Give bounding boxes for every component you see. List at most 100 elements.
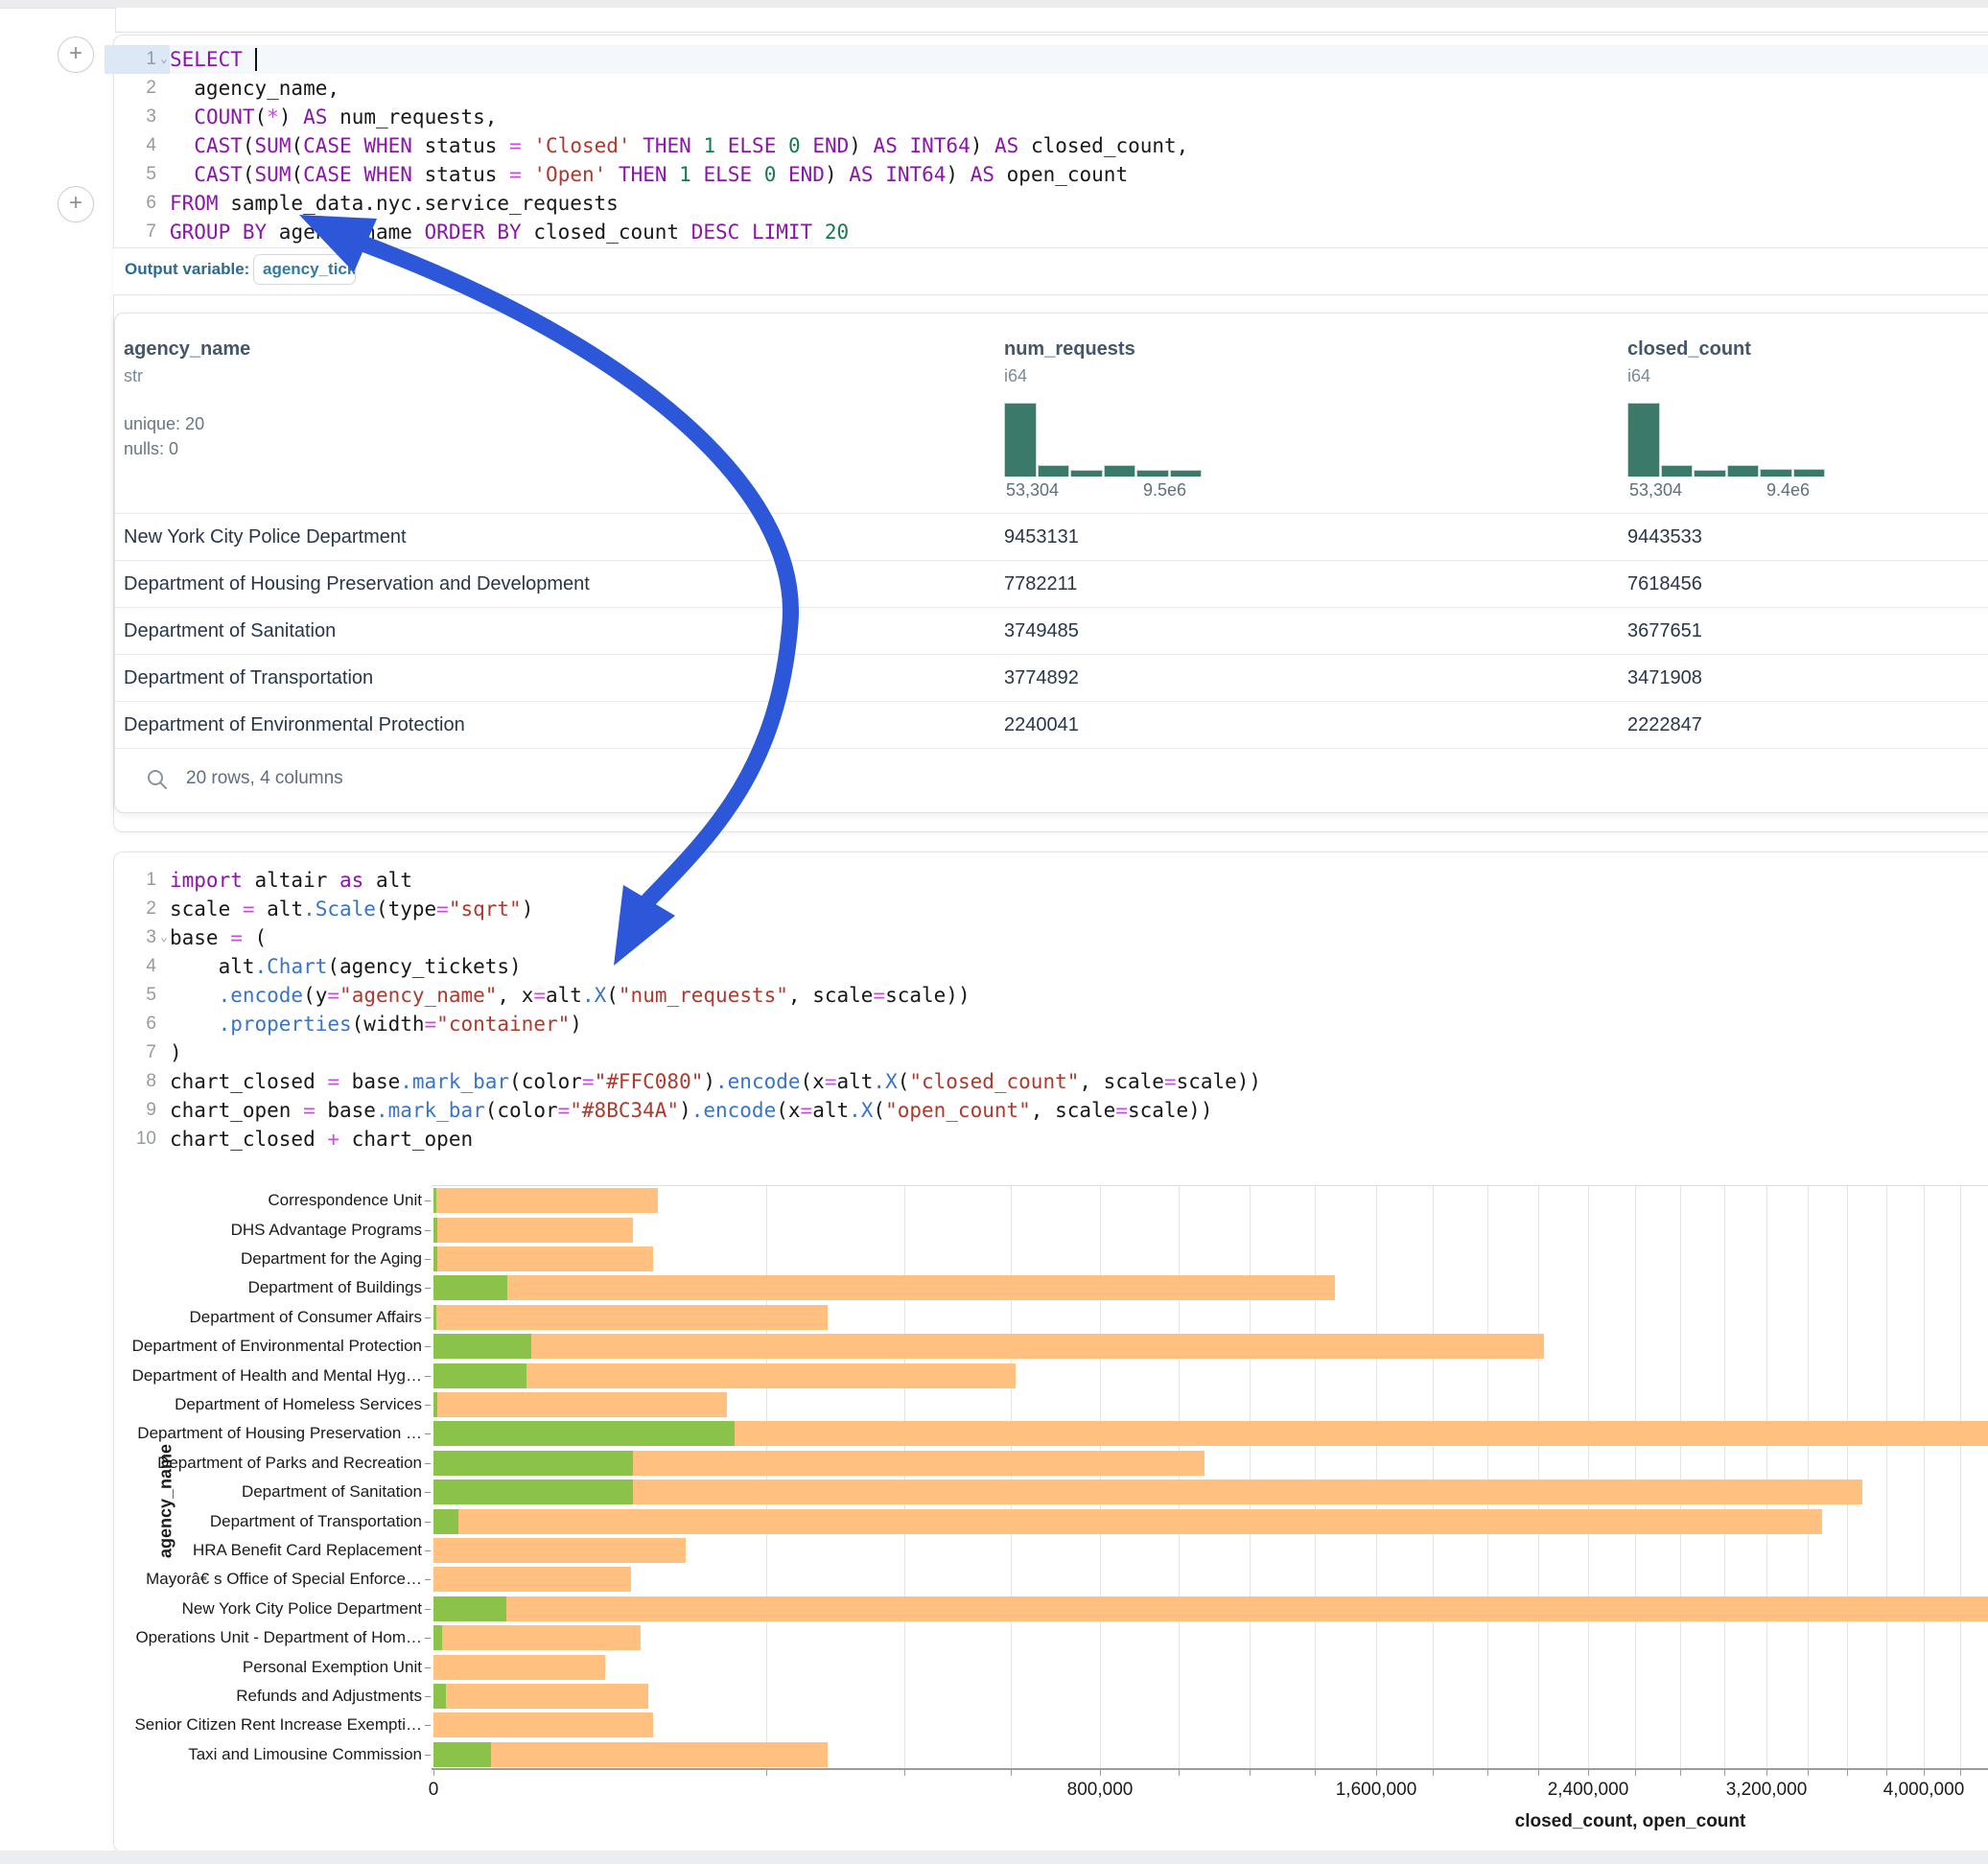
line-number: 6 xyxy=(146,1014,156,1034)
chart-x-axis-line xyxy=(432,1768,1988,1770)
code-line[interactable]: 7) xyxy=(114,1038,1988,1067)
bar-closed_count xyxy=(433,1742,829,1767)
column-type: str xyxy=(124,366,143,385)
line-number: 4 xyxy=(146,956,156,976)
output-variable-pill[interactable]: agency_tickets xyxy=(253,254,356,285)
bar-closed_count xyxy=(433,1684,648,1709)
search-icon[interactable] xyxy=(146,768,169,791)
fold-chevron-icon[interactable]: ⌄ xyxy=(160,52,168,66)
bar-closed_count xyxy=(433,1713,654,1737)
table-row[interactable]: Department of Environmental Protection 22… xyxy=(115,701,1988,749)
altair-bar-chart: Correspondence Unit DHS Advantage Program… xyxy=(0,1175,1988,1851)
column-header-closed_count[interactable]: closed_count i64 53,304 9.4e6 xyxy=(1627,314,1934,513)
row-count-label: 20 rows, 4 columns xyxy=(186,768,343,788)
table-row[interactable]: Department of Sanitation 3749485 3677651 xyxy=(115,607,1988,655)
line-number: 3 xyxy=(146,927,156,947)
code-line[interactable]: 1 import altair as alt xyxy=(114,866,1988,895)
x-tick-label: 4,000,000 xyxy=(1883,1780,1965,1800)
column-type: i64 xyxy=(1627,366,1651,385)
table-cell: 2222847 xyxy=(1627,714,1702,735)
code-text: import altair as alt xyxy=(170,869,412,892)
code-text: CAST(SUM(CASE WHEN status = 'Open' THEN … xyxy=(194,163,1129,186)
code-line[interactable]: 6 .properties(width="container") xyxy=(114,1010,1988,1038)
python-editor[interactable]: 1 import altair as alt 2 scale = alt.Scale(… xyxy=(114,866,1988,1153)
y-tick-label: Department of Consumer Affairs xyxy=(189,1308,422,1326)
output-variable-label: Output variable: xyxy=(125,260,250,278)
bar-open_count xyxy=(433,1218,437,1243)
y-tick-label: Operations Unit - Department of Hom… xyxy=(135,1628,422,1646)
code-text: CAST(SUM(CASE WHEN status = 'Closed' THE… xyxy=(194,134,1189,157)
dataframe-preview: agency_name str unique: 20 nulls: 0 num_requ… xyxy=(114,313,1988,813)
bar-open_count xyxy=(433,1334,531,1359)
code-line[interactable]: 9 chart_open = base.mark_bar(color="#8BC3… xyxy=(114,1096,1988,1125)
plot-top-border xyxy=(432,1185,1988,1186)
table-cell: Department of Housing Preservation and D… xyxy=(124,573,590,594)
code-line[interactable]: 5 CAST(SUM(CASE WHEN status = 'Open' THE… xyxy=(114,160,1988,189)
table-cell: 2240041 xyxy=(1004,714,1079,735)
add-cell-button-middle[interactable]: + xyxy=(58,186,94,222)
text-cursor xyxy=(254,48,257,71)
column-histogram xyxy=(1627,402,1825,477)
code-line[interactable]: 2 agency_name, xyxy=(114,74,1988,103)
code-line[interactable]: 10 chart_closed + chart_open xyxy=(114,1125,1988,1153)
code-line[interactable]: 6 FROM sample_data.nyc.service_requests xyxy=(114,189,1988,218)
line-number: 5 xyxy=(146,985,156,1005)
next-cell-edge xyxy=(0,1858,1988,1864)
code-line[interactable]: 7 GROUP BY agency_name ORDER BY closed_co… xyxy=(114,218,1988,246)
line-number: 5 xyxy=(146,164,156,184)
bar-open_count xyxy=(433,1247,437,1271)
y-tick-label: Department of Environmental Protection xyxy=(131,1337,422,1355)
code-text: base = ( xyxy=(170,926,268,949)
bar-open_count xyxy=(433,1596,507,1621)
table-row[interactable]: Department of Housing Preservation and D… xyxy=(115,560,1988,608)
column-header-agency_name[interactable]: agency_name str unique: 20 nulls: 0 xyxy=(124,314,431,513)
code-line[interactable]: 1 ⌄ SELECT xyxy=(105,45,1988,74)
code-text: agency_name, xyxy=(170,77,340,100)
line-number: 3 xyxy=(146,106,156,127)
bar-open_count xyxy=(433,1451,634,1476)
code-text: ) xyxy=(170,1041,182,1064)
table-cell: Department of Sanitation xyxy=(124,620,337,641)
bar-open_count xyxy=(433,1275,507,1300)
y-axis-title: agency_name xyxy=(155,1443,175,1559)
line-number: 9 xyxy=(146,1100,156,1120)
y-tick-label: Department of Transportation xyxy=(209,1512,422,1530)
histogram-max-label: 9.5e6 xyxy=(1143,480,1187,500)
bar-closed_count xyxy=(433,1596,1988,1621)
code-line[interactable]: 3 ⌄ base = ( xyxy=(114,923,1988,952)
bar-closed_count xyxy=(433,1334,1545,1359)
bar-open_count xyxy=(433,1363,526,1388)
bar-open_count xyxy=(433,1625,442,1650)
code-text: FROM sample_data.nyc.service_requests xyxy=(170,192,619,215)
table-row[interactable]: New York City Police Department 9453131 94… xyxy=(115,513,1988,561)
table-row[interactable]: Department of Transportation 3774892 34719… xyxy=(115,654,1988,702)
table-cell: 7782211 xyxy=(1004,573,1078,594)
fold-chevron-icon[interactable]: ⌄ xyxy=(160,930,168,944)
column-header-num_requests[interactable]: num_requests i64 53,304 9.5e6 xyxy=(1004,314,1311,513)
bar-closed_count xyxy=(433,1567,631,1592)
bar-closed_count xyxy=(433,1188,659,1213)
column-name: closed_count xyxy=(1627,338,1751,360)
code-text: .properties(width="container") xyxy=(218,1013,582,1036)
sql-editor[interactable]: 1 ⌄ SELECT 2 agency_name, 3 COUNT(*) AS num… xyxy=(105,45,1988,246)
bar-closed_count xyxy=(433,1363,1016,1388)
code-text: chart_closed + chart_open xyxy=(170,1128,474,1151)
output-variable-row: Output variable: agency_tickets xyxy=(113,247,1988,295)
code-line[interactable]: 3 COUNT(*) AS num_requests, xyxy=(114,103,1988,131)
x-tick-label: 3,200,000 xyxy=(1725,1780,1808,1800)
bar-open_count xyxy=(433,1509,458,1534)
y-tick-label: Department of Parks and Recreation xyxy=(157,1454,422,1472)
x-tick-label: 0 xyxy=(428,1780,439,1800)
code-line[interactable]: 4 alt.Chart(agency_tickets) xyxy=(114,952,1988,981)
y-tick-label: Department of Health and Mental Hyg… xyxy=(131,1366,422,1385)
bar-open_count xyxy=(433,1392,438,1417)
y-tick-label: New York City Police Department xyxy=(181,1599,422,1618)
table-cell: 3749485 xyxy=(1004,620,1079,641)
bar-open_count xyxy=(433,1684,446,1709)
code-line[interactable]: 2 scale = alt.Scale(type="sqrt") xyxy=(114,895,1988,923)
code-line[interactable]: 5 .encode(y="agency_name", x=alt.X("num_… xyxy=(114,981,1988,1010)
code-line[interactable]: 8 chart_closed = base.mark_bar(color="#FF… xyxy=(114,1067,1988,1096)
bar-closed_count xyxy=(433,1655,606,1680)
add-cell-button-top[interactable]: + xyxy=(58,36,94,73)
code-line[interactable]: 4 CAST(SUM(CASE WHEN status = 'Closed' T… xyxy=(114,131,1988,160)
